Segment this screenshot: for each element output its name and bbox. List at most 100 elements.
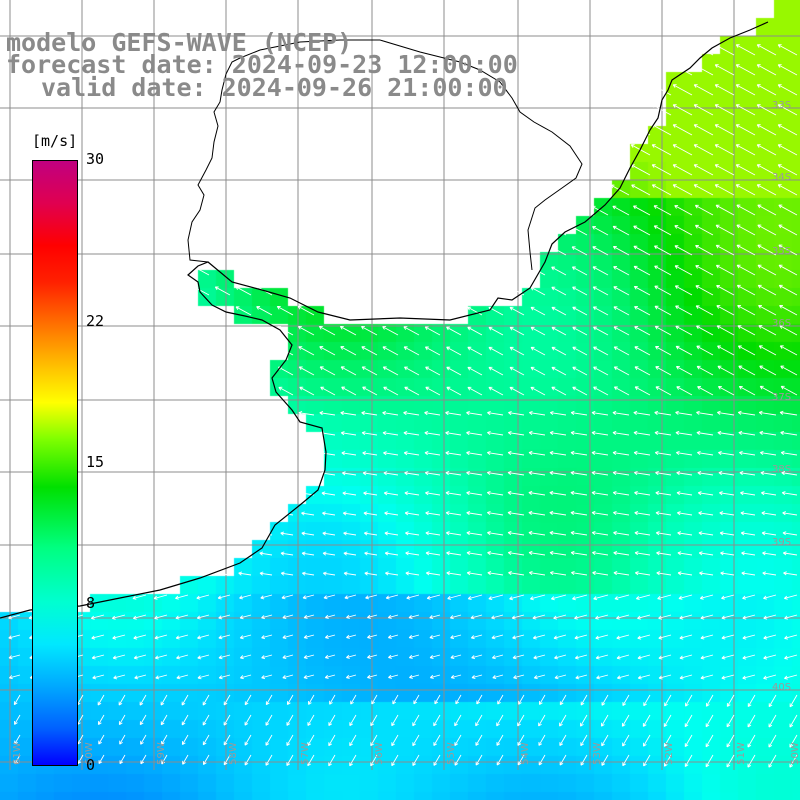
wind-arrow (532, 614, 546, 620)
wind-arrow (696, 410, 714, 416)
wind-arrow (97, 694, 105, 706)
wind-arrow (507, 490, 525, 496)
wind-arrow (424, 346, 441, 356)
wind-arrow (570, 530, 588, 536)
wind-arrow (339, 325, 357, 336)
wind-arrow (487, 430, 504, 436)
wind-arrow (301, 551, 315, 556)
wind-arrow (261, 614, 273, 620)
wind-arrow (160, 694, 168, 706)
wind-arrow (721, 674, 735, 680)
wind-arrow (404, 366, 420, 376)
wind-arrow (391, 714, 399, 727)
wind-arrow (622, 694, 630, 706)
wind-arrow (551, 286, 567, 296)
wind-arrow (663, 714, 672, 727)
wind-arrow (737, 410, 756, 416)
wind-arrow (391, 734, 399, 747)
wind-arrow (741, 551, 756, 556)
wind-arrow (346, 654, 357, 659)
latitude-label: 36S (772, 318, 792, 329)
wind-arrow (475, 734, 483, 746)
wind-arrow (299, 386, 315, 396)
wind-arrow (244, 754, 252, 766)
wind-arrow (445, 410, 462, 416)
wind-arrow (612, 245, 630, 256)
wind-arrow (633, 470, 651, 476)
wind-arrow (91, 654, 105, 660)
latitude-label: 38S (772, 464, 792, 475)
wind-arrow (343, 531, 357, 536)
wind-arrow (759, 430, 777, 436)
wind-arrow (782, 551, 798, 556)
wind-arrow (244, 694, 252, 706)
wind-arrow (113, 674, 126, 680)
wind-arrow (446, 346, 462, 356)
wind-arrow (721, 654, 735, 660)
wind-arrow (634, 386, 651, 396)
wind-arrow (342, 491, 357, 496)
wind-arrow (675, 325, 693, 336)
wind-arrow (777, 184, 798, 196)
wind-arrow (693, 144, 714, 156)
wind-arrow (778, 264, 798, 276)
wind-arrow (672, 184, 693, 196)
wind-arrow (699, 571, 714, 576)
wind-arrow (282, 654, 294, 660)
wind-arrow (643, 734, 651, 747)
wind-arrow (467, 326, 483, 336)
wind-arrow (655, 346, 672, 356)
wind-arrow (488, 594, 504, 601)
wind-arrow (412, 734, 420, 747)
wind-arrow (154, 654, 168, 660)
wind-arrow (507, 430, 525, 436)
wind-arrow (303, 674, 315, 679)
wind-arrow (425, 386, 441, 396)
wind-arrow (223, 754, 231, 766)
wind-arrow (763, 654, 777, 660)
wind-arrow (695, 305, 714, 316)
wind-arrow (595, 654, 609, 660)
wind-arrow (591, 205, 609, 216)
wind-arrow (549, 470, 567, 476)
wind-arrow (517, 714, 525, 727)
wind-arrow (559, 714, 567, 727)
wind-arrow (779, 304, 798, 316)
wind-arrow (364, 551, 378, 556)
wind-arrow (340, 346, 357, 356)
longitude-label: 57W (299, 742, 311, 765)
wind-arrow (651, 144, 672, 156)
wind-arrow (759, 365, 777, 376)
wind-arrow (13, 694, 21, 706)
wind-arrow (405, 571, 420, 576)
wind-arrow (570, 510, 588, 516)
wind-arrow (286, 734, 294, 746)
wind-arrow (298, 411, 315, 416)
wind-arrow (538, 754, 546, 766)
longitude-label: 51W (735, 742, 747, 765)
wind-arrow (715, 224, 735, 236)
wind-arrow (424, 471, 441, 476)
wind-arrow (363, 531, 378, 536)
wind-arrow (426, 594, 441, 600)
wind-arrow (98, 754, 105, 765)
wind-arrow (455, 694, 462, 705)
wind-arrow (302, 594, 315, 600)
wind-arrow (571, 570, 588, 576)
wind-arrow (747, 714, 756, 728)
wind-arrow (529, 410, 546, 416)
wind-arrow (492, 674, 504, 680)
wind-arrow (196, 614, 210, 620)
wind-arrow (454, 714, 462, 727)
wind-arrow (518, 694, 525, 705)
wind-arrow (634, 551, 651, 556)
wind-arrow (511, 614, 525, 620)
wind-arrow (612, 410, 630, 416)
wind-arrow (675, 366, 693, 376)
wind-arrow (637, 674, 651, 680)
wind-arrow (616, 634, 630, 640)
wind-arrow (637, 614, 651, 620)
wind-arrow (783, 571, 798, 576)
wind-arrow (265, 754, 273, 766)
wind-arrow (319, 411, 336, 416)
